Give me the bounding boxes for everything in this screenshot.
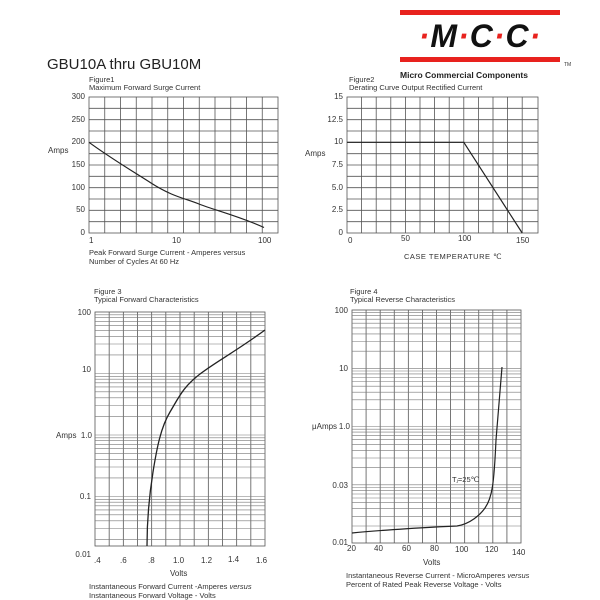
fig4-ytick: 0.03 bbox=[332, 481, 348, 490]
fig4-header: Figure 4 Typical Reverse Characteristics bbox=[350, 288, 455, 304]
fig3-ylabel: Amps bbox=[56, 431, 77, 440]
fig3-curve bbox=[146, 329, 266, 547]
fig4-ytick: 10 bbox=[339, 364, 348, 373]
fig4-xlabel: Volts bbox=[423, 558, 441, 567]
fig2-plot bbox=[346, 96, 539, 234]
fig4-ytick: 1.0 bbox=[338, 422, 350, 431]
fig2-xtick: 100 bbox=[458, 234, 472, 243]
fig1-ytick: 200 bbox=[71, 137, 85, 146]
fig3-xtick: 1.2 bbox=[201, 556, 213, 565]
fig4-xtick: 60 bbox=[402, 544, 411, 553]
fig3-plot bbox=[94, 311, 266, 547]
logo-trademark: TM bbox=[564, 62, 572, 68]
fig2-ytick: 0 bbox=[338, 228, 343, 237]
fig4-ylabel: μAmps bbox=[312, 422, 338, 431]
fig3-number: Figure 3 bbox=[94, 287, 122, 296]
fig3-xlabel: Volts bbox=[170, 569, 188, 578]
fig4-annotation: Tⱼ=25℃ bbox=[452, 475, 480, 484]
fig2-ytick: 5.0 bbox=[331, 183, 343, 192]
logo-text: ·M·C·C· bbox=[418, 18, 542, 54]
fig4-xtick: 40 bbox=[374, 544, 383, 553]
fig2-ylabel: Amps bbox=[305, 149, 326, 158]
fig4-xtick: 100 bbox=[455, 545, 469, 554]
fig3-xtick: .4 bbox=[94, 556, 101, 565]
fig2-xtick: 50 bbox=[401, 234, 410, 243]
fig1-title: Maximum Forward Surge Current bbox=[89, 83, 201, 92]
fig1-ytick: 300 bbox=[71, 92, 85, 101]
fig1-header: Figure1 Maximum Forward Surge Current bbox=[89, 76, 200, 92]
fig3-ytick: 0.1 bbox=[79, 492, 91, 501]
logo-bottom-bar bbox=[400, 57, 560, 62]
fig1-ytick: 150 bbox=[71, 160, 85, 169]
fig4-xtick: 20 bbox=[347, 544, 356, 553]
fig1-ylabel: Amps bbox=[48, 146, 69, 155]
fig3-xtick: 1.0 bbox=[173, 556, 185, 565]
logo-subtitle: Micro Commercial Components bbox=[400, 70, 528, 80]
page-title: GBU10A thru GBU10M bbox=[47, 56, 202, 73]
fig2-ytick: 10 bbox=[334, 137, 343, 146]
fig3-xtick: .8 bbox=[148, 556, 155, 565]
fig4-ytick: 0.01 bbox=[332, 538, 348, 547]
fig4-xtick: 140 bbox=[512, 548, 526, 557]
fig3-header: Figure 3 Typical Forward Characteristics bbox=[94, 288, 199, 304]
fig2-xtick: 0 bbox=[348, 236, 353, 245]
fig1-xtick: 100 bbox=[258, 236, 272, 245]
fig1-ytick: 0 bbox=[80, 228, 85, 237]
fig2-header: Figure2 Derating Curve Output Rectified … bbox=[349, 76, 482, 92]
fig3-ytick: 100 bbox=[77, 308, 91, 317]
fig1-xtick: 1 bbox=[89, 236, 94, 245]
logo-top-bar bbox=[400, 10, 560, 15]
fig3-xtick: .6 bbox=[120, 556, 127, 565]
fig2-ytick: 15 bbox=[334, 92, 343, 101]
mcc-logo: ·M·C·C· TM Micro Commercial Components bbox=[400, 10, 571, 80]
fig3-caption: Instantaneous Forward Current -Amperes v… bbox=[89, 582, 252, 600]
fig3-ytick: 10 bbox=[82, 365, 91, 374]
fig2-ytick: 2.5 bbox=[331, 205, 343, 214]
fig2-xlabel: CASE TEMPERATURE ℃ bbox=[404, 252, 502, 261]
fig3-ytick: 0.01 bbox=[75, 550, 91, 559]
fig3-ytick: 1.0 bbox=[80, 431, 92, 440]
fig3-xtick: 1.6 bbox=[256, 556, 268, 565]
fig2-number: Figure2 bbox=[349, 75, 375, 84]
fig1-curve bbox=[88, 141, 265, 229]
fig4-plot bbox=[351, 309, 522, 544]
fig4-xtick: 80 bbox=[430, 544, 439, 553]
fig2-title: Derating Curve Output Rectified Current bbox=[349, 83, 483, 92]
fig1-number: Figure1 bbox=[89, 75, 115, 84]
fig1-plot bbox=[88, 96, 279, 234]
fig3-title: Typical Forward Characteristics bbox=[94, 295, 199, 304]
fig2-ytick: 12.5 bbox=[327, 115, 343, 124]
fig1-xtick: 10 bbox=[172, 236, 181, 245]
fig4-number: Figure 4 bbox=[350, 287, 378, 296]
fig1-ytick: 100 bbox=[71, 183, 85, 192]
fig2-ytick: 7.5 bbox=[331, 160, 343, 169]
fig2-xtick: 150 bbox=[516, 236, 530, 245]
fig3-xtick: 1.4 bbox=[228, 555, 240, 564]
fig1-ytick: 250 bbox=[71, 115, 85, 124]
fig4-caption: Instantaneous Reverse Current - MicroAmp… bbox=[346, 571, 530, 589]
fig4-xtick: 120 bbox=[485, 545, 499, 554]
fig4-ytick: 100 bbox=[334, 306, 348, 315]
fig2-curve bbox=[347, 141, 523, 234]
fig4-curve bbox=[351, 366, 503, 534]
fig4-title: Typical Reverse Characteristics bbox=[350, 295, 456, 304]
fig1-ytick: 50 bbox=[76, 205, 85, 214]
fig1-caption: Peak Forward Surge Current - Amperes ver… bbox=[89, 248, 246, 266]
